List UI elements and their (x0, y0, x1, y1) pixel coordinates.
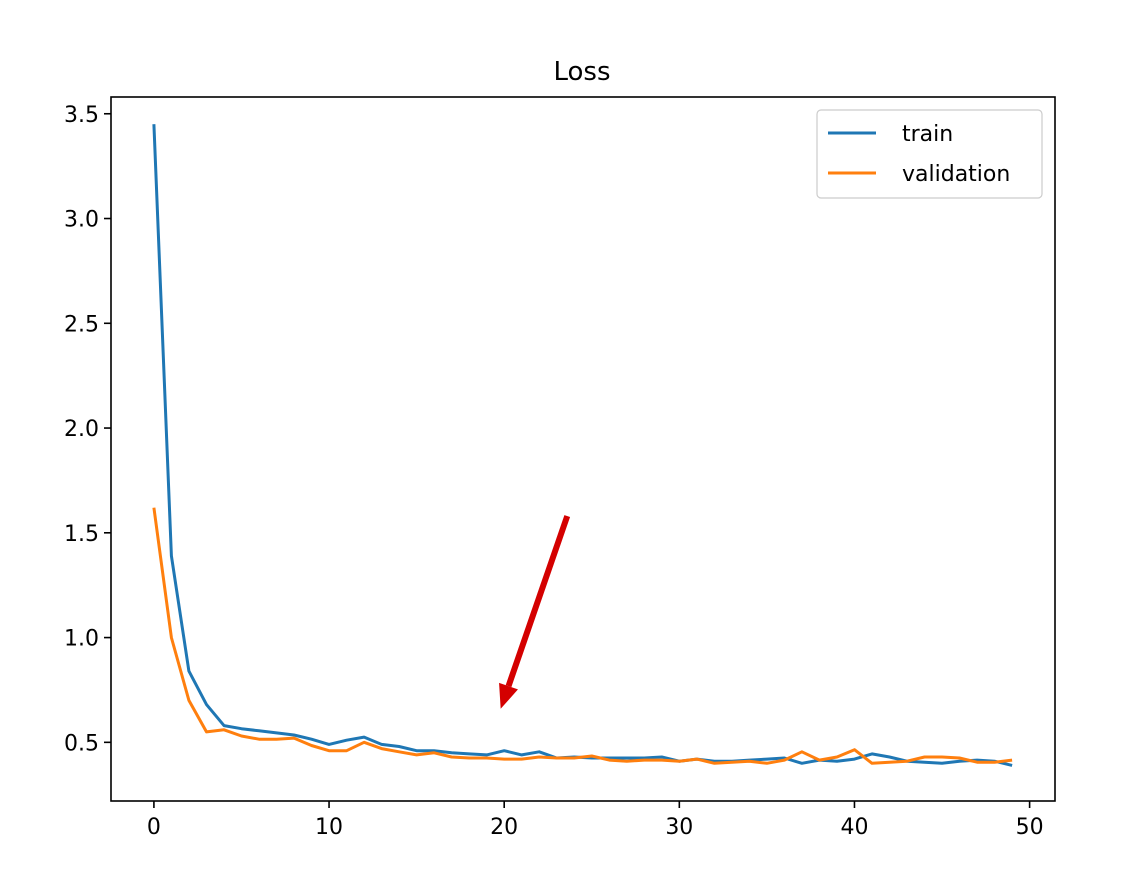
y-tick-label: 3.0 (64, 208, 99, 233)
series-line-train (152, 124, 1013, 767)
x-tick-label: 10 (315, 815, 343, 840)
legend: train validation (816, 109, 1043, 199)
x-tick-label: 30 (665, 815, 693, 840)
annotation-arrow-head (499, 682, 518, 709)
y-tick-label: 2.0 (64, 417, 99, 442)
legend-label-validation: validation (902, 162, 1010, 187)
y-tick-label: 0.5 (64, 731, 99, 756)
legend-label-train: train (902, 122, 953, 147)
annotation-arrow-shaft (505, 515, 571, 688)
y-tick-label: 2.5 (64, 312, 99, 337)
y-tick-label: 3.5 (64, 103, 99, 128)
x-tick-label: 20 (490, 815, 518, 840)
x-tick-label: 50 (1016, 815, 1044, 840)
y-tick-label: 1.0 (64, 627, 99, 652)
plot-frame (110, 96, 1056, 802)
chart-title: Loss (553, 57, 610, 87)
x-tick-label: 0 (147, 815, 161, 840)
series-line-validation (152, 507, 1013, 765)
x-tick-label: 40 (840, 815, 868, 840)
y-tick-label: 1.5 (64, 522, 99, 547)
